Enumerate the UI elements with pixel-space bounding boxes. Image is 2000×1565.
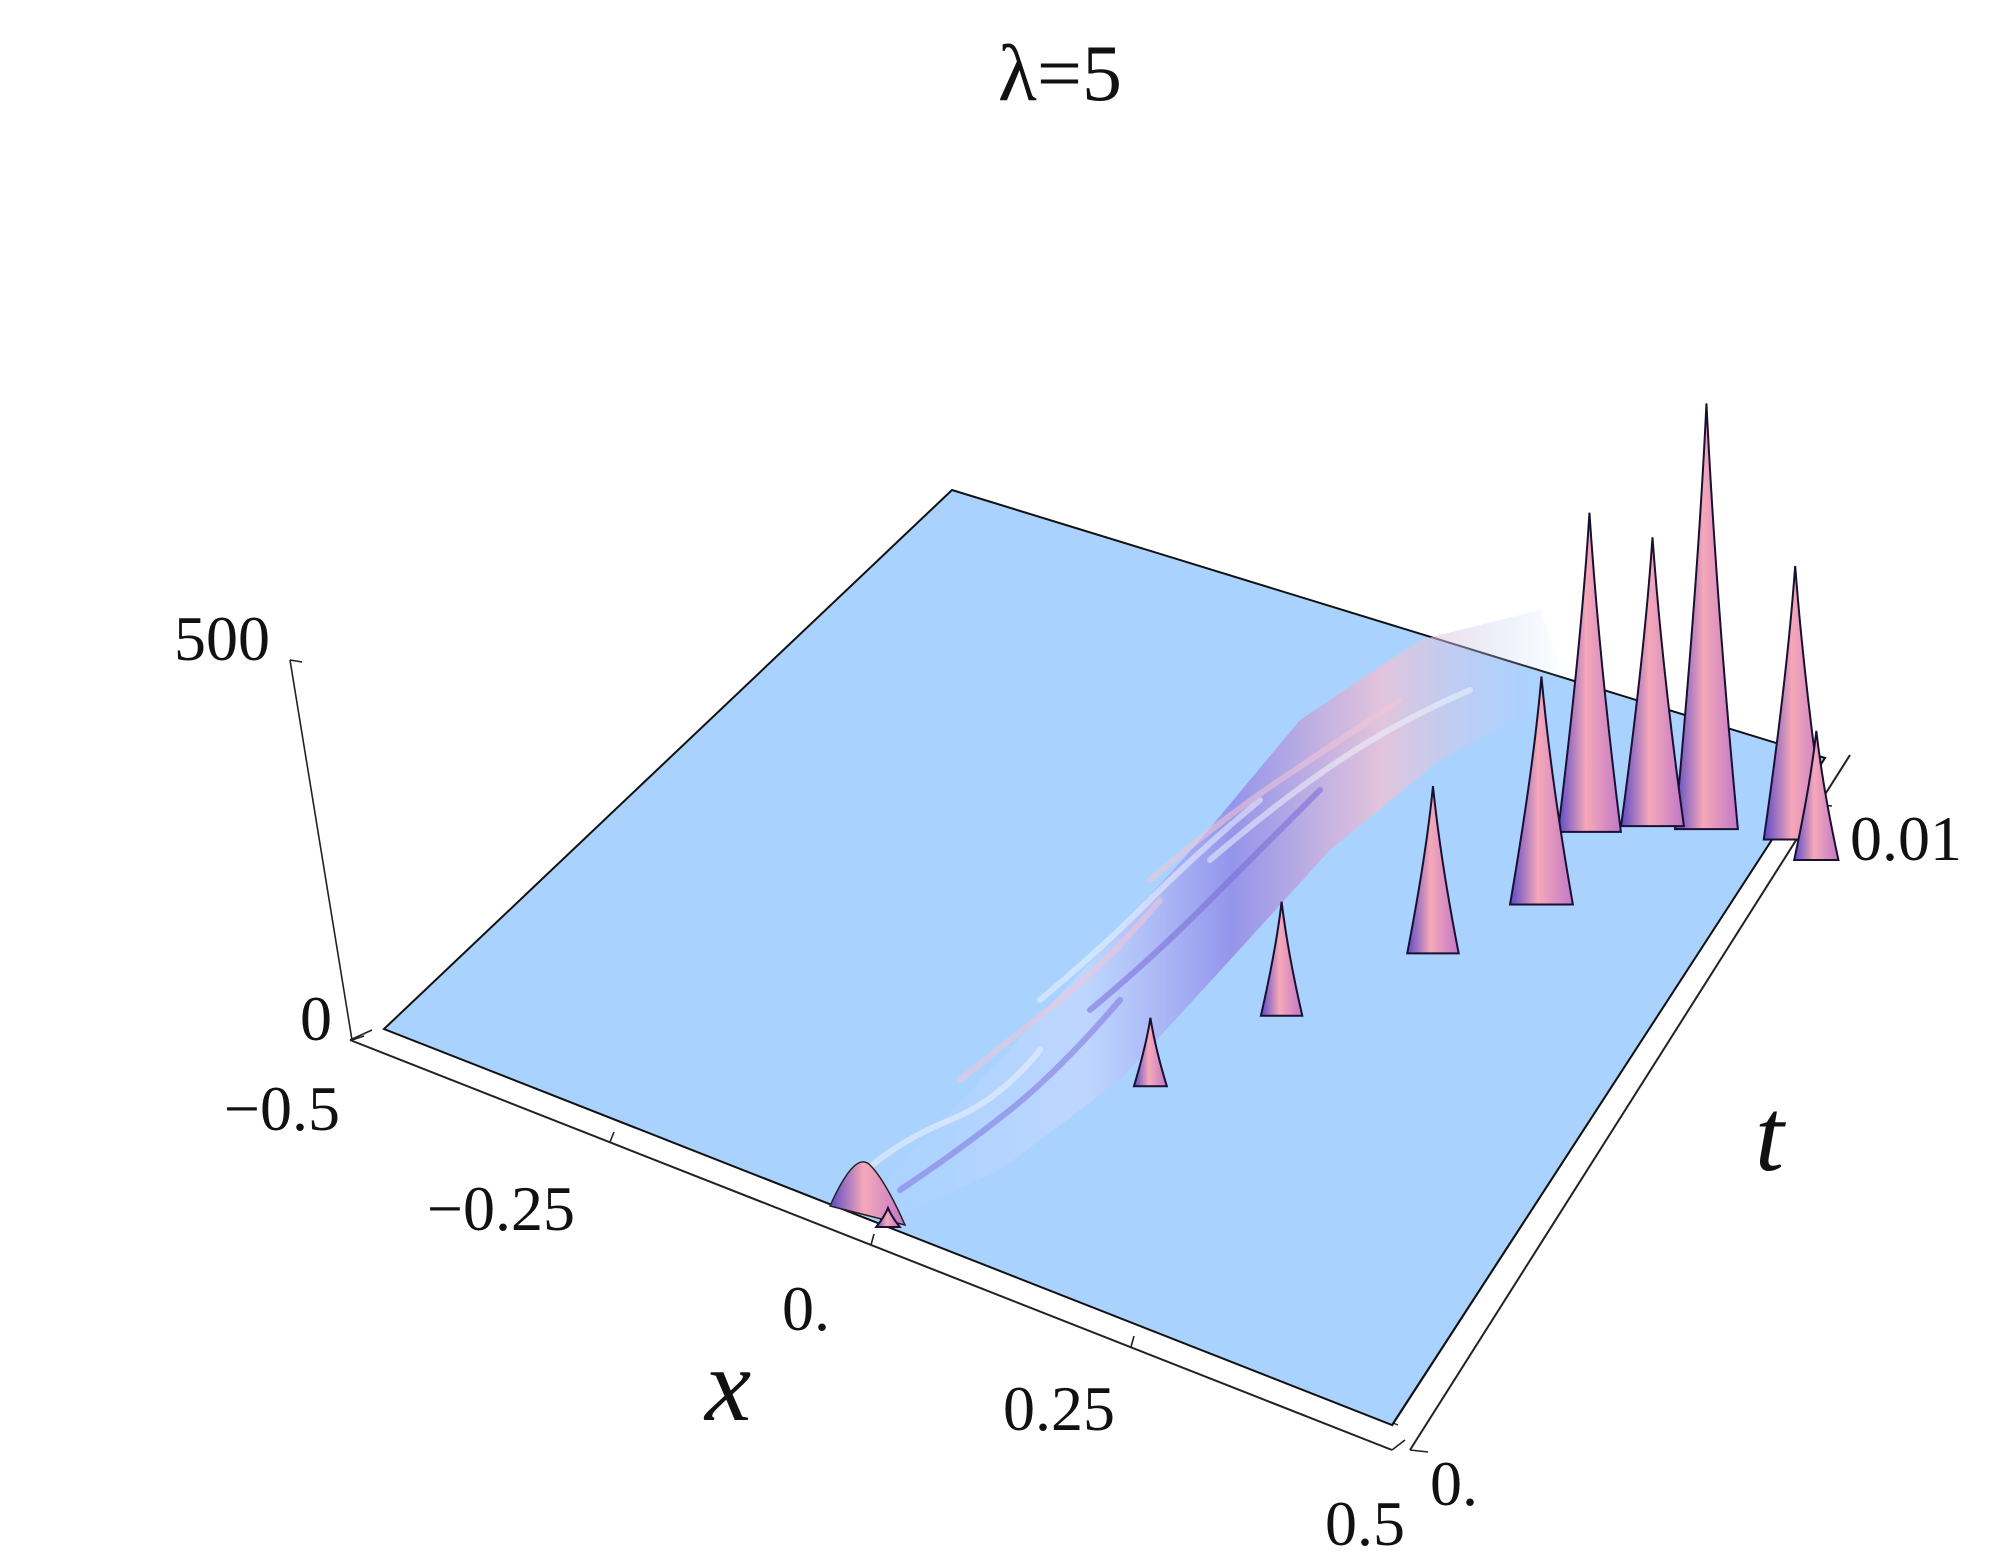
t-axis-label: t [1755,1078,1786,1193]
t-axis [1409,754,1851,1451]
x-tick-label-4: 0.5 [1325,1488,1405,1559]
x-tick-label-3: 0.25 [1003,1373,1115,1444]
surface-peak-7 [1259,901,1304,1017]
z-tick-bottom [351,1035,365,1041]
surface-peak-3 [1619,537,1686,828]
z-tick-label-0: 0 [300,983,332,1054]
t-tick-label-1: 0.01 [1850,803,1962,874]
z-tick-top [289,659,303,663]
x-ticks [349,1029,1406,1451]
chart-title: λ=5 [998,30,1122,118]
surface-peak-6 [1406,786,1460,955]
z-axis [289,659,353,1041]
surface-peak-8 [1132,1017,1169,1088]
ridge-ripples [857,687,1473,1193]
surface-peak-1 [1792,730,1840,862]
surface-peak-9 [874,1205,902,1228]
x-tick-label-1: −0.25 [427,1173,575,1244]
initial-bump [828,1161,907,1227]
x-tick-label-0: −0.5 [224,1073,340,1144]
t-tick-label-0: 0. [1430,1448,1478,1519]
x-axis-label: x [703,1328,751,1443]
surface-peak-5 [1508,676,1575,906]
surface-peak-4 [1556,512,1623,833]
x-tick-label-2: 0. [782,1273,830,1344]
surface-peak-2 [1673,403,1739,831]
surface-peaks [874,403,1840,1228]
z-tick-label-500: 500 [174,603,270,674]
